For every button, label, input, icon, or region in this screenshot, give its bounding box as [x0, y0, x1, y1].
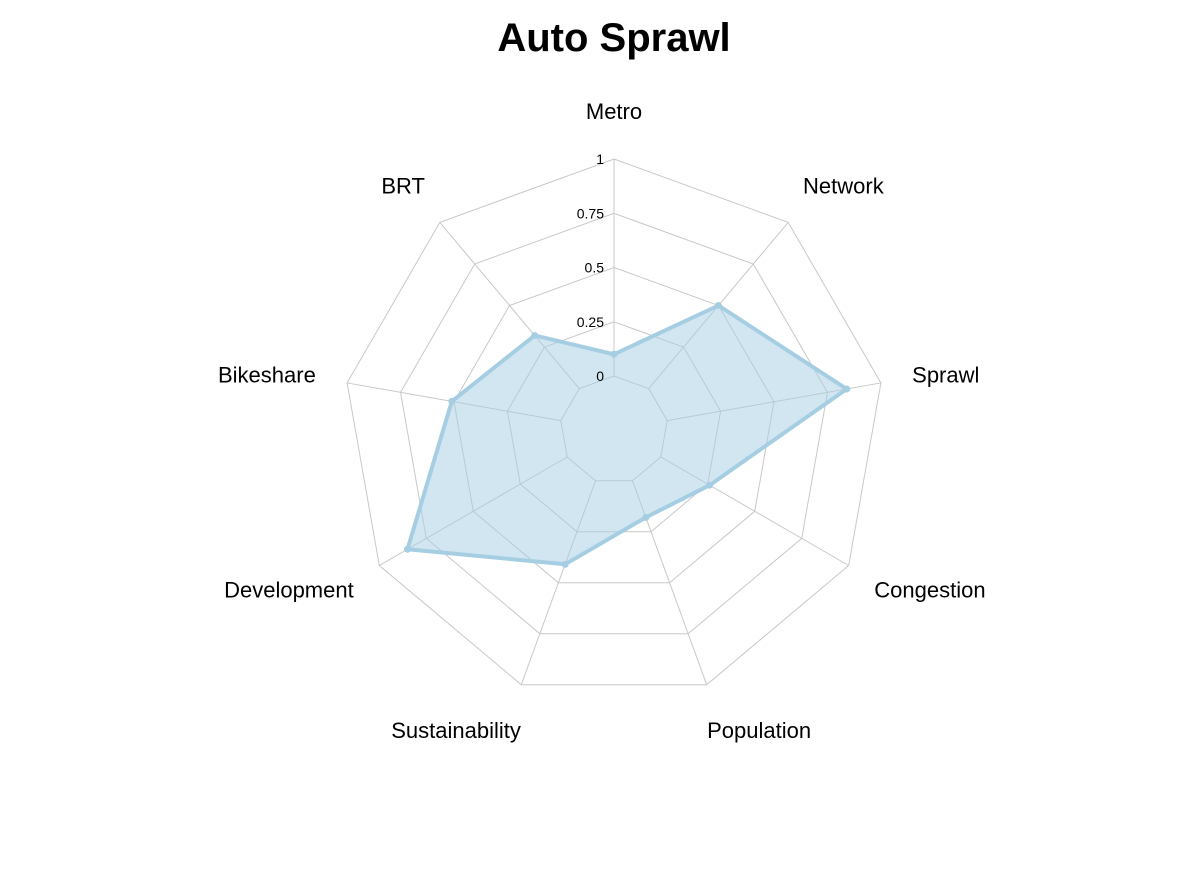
grid-ring — [346, 158, 882, 686]
data-point — [843, 385, 851, 393]
grid-ring — [399, 212, 829, 635]
radial-ticks: 0 0.25 0.5 0.75 1 — [577, 151, 604, 384]
tick-label: 0.25 — [577, 314, 604, 330]
axis-label-sustainability: Sustainability — [391, 718, 521, 743]
tick-label: 0.75 — [577, 205, 604, 221]
axis-label-population: Population — [707, 718, 811, 743]
axis-label-sprawl: Sprawl — [912, 363, 979, 388]
axis-label-congestion: Congestion — [874, 578, 985, 603]
axis-label-network: Network — [803, 174, 885, 199]
axis-label-metro: Metro — [586, 99, 642, 124]
chart-title: Auto Sprawl — [497, 16, 731, 60]
axis-label-development: Development — [224, 578, 354, 603]
data-point — [448, 397, 456, 405]
tick-label: 0 — [596, 368, 604, 384]
axis-labels: Metro Network Sprawl Congestion Population Su… — [218, 99, 986, 743]
data-point — [531, 331, 539, 339]
data-point — [714, 302, 722, 310]
data-point — [561, 560, 569, 568]
series-area — [405, 303, 849, 567]
axis-label-brt: BRT — [381, 174, 425, 199]
data-point — [403, 545, 411, 553]
tick-label: 0.5 — [585, 260, 605, 276]
radar-series — [403, 302, 851, 568]
data-point — [610, 350, 618, 358]
tick-label: 1 — [596, 151, 604, 167]
data-point — [642, 513, 650, 521]
data-point — [706, 481, 714, 489]
axis-label-bikeshare: Bikeshare — [218, 363, 316, 388]
